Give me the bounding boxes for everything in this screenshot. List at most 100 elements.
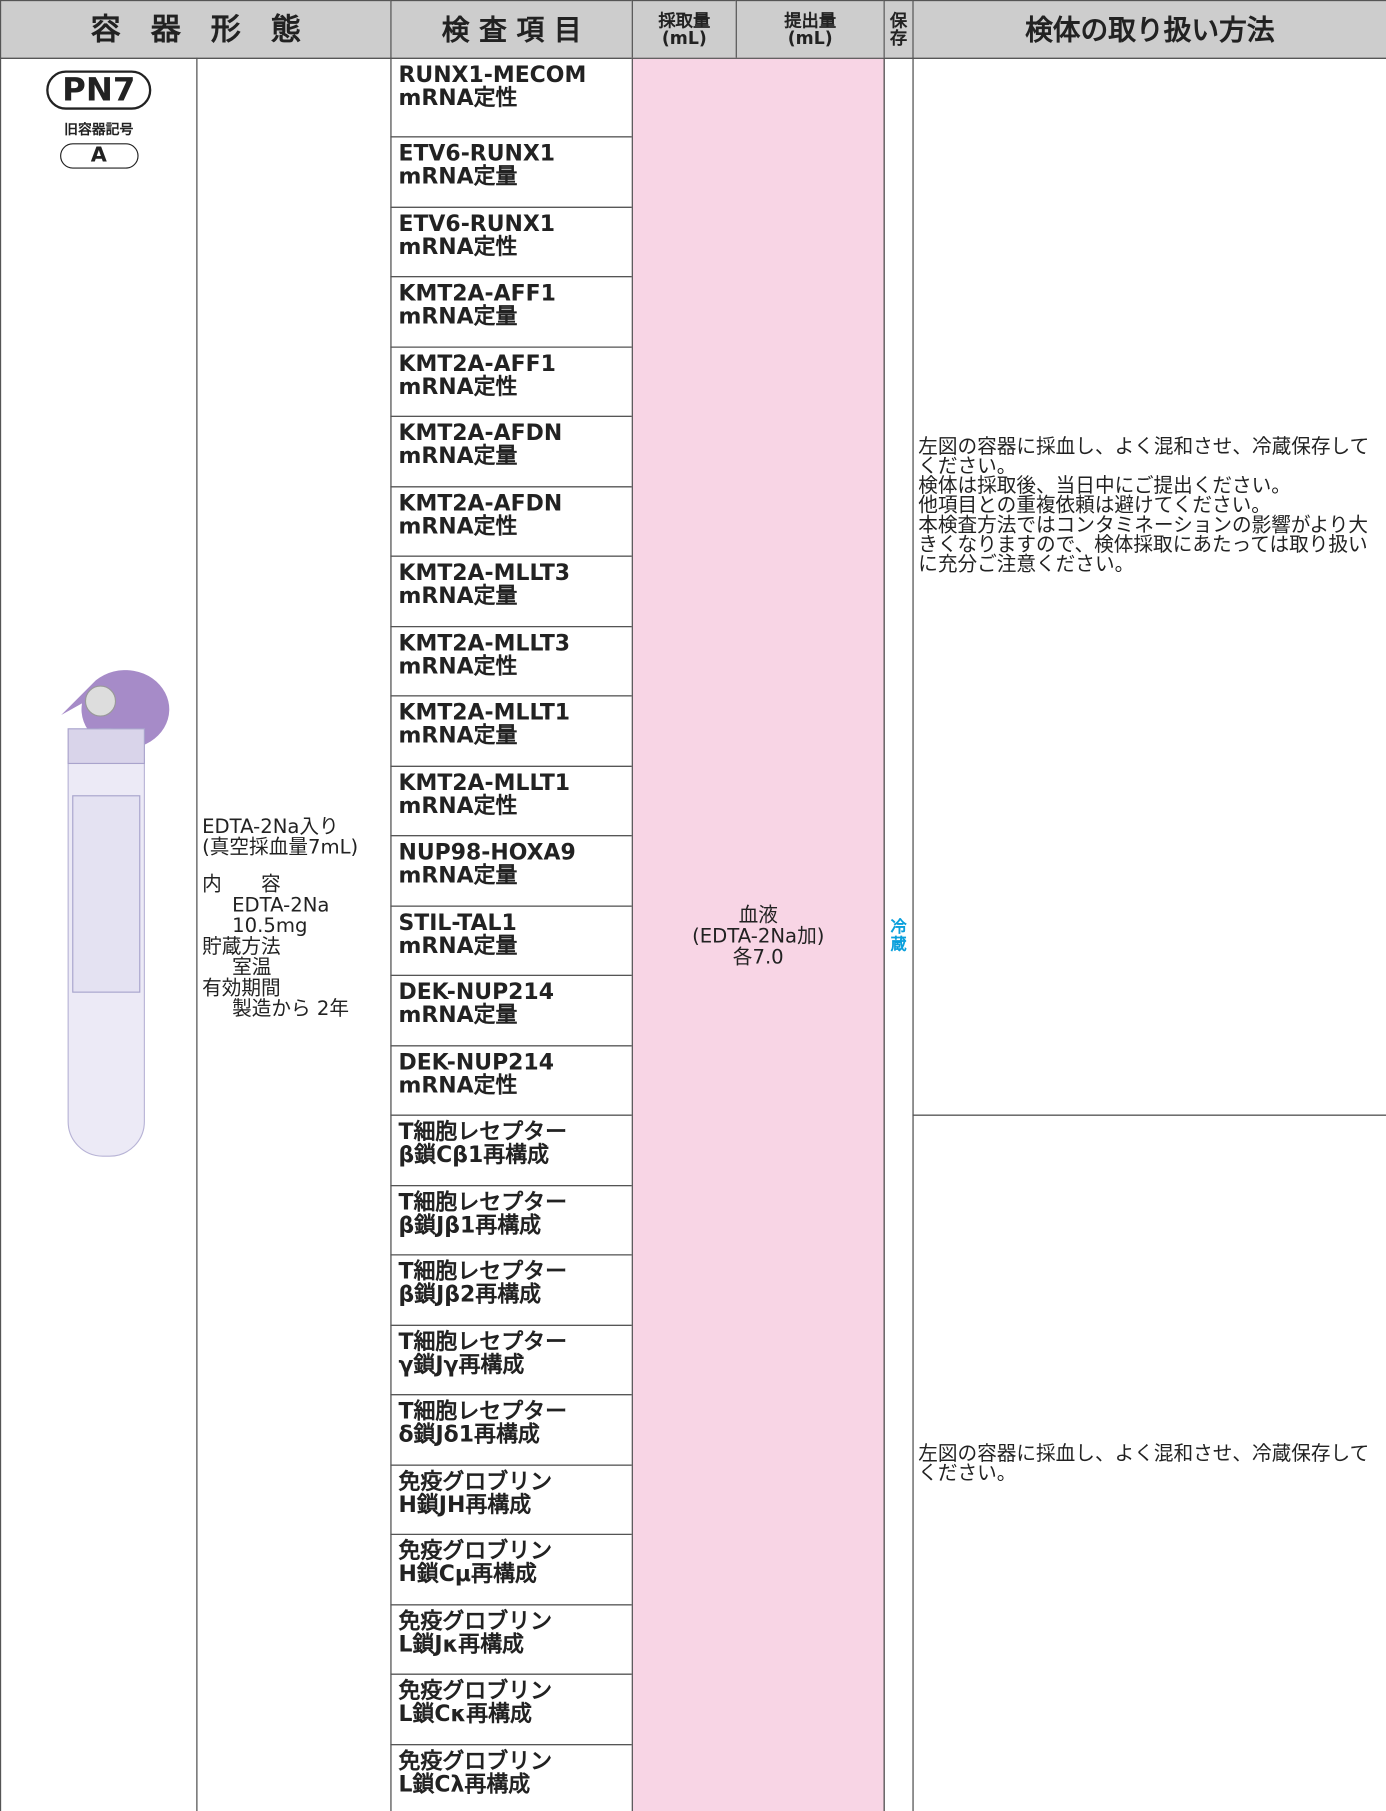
test-cell: KMT2A-AFDN mRNA定量: [390, 415, 633, 487]
test-name: H鎖JH再構成: [398, 1491, 532, 1518]
spec-value: EDTA-2Na: [232, 893, 330, 918]
test-name: KMT2A-AFDN: [398, 420, 563, 446]
test-name: mRNA定性: [398, 513, 518, 539]
container-cell: PN7 旧容器記号 A: [0, 57, 198, 1811]
specimen-text: (EDTA-2Na加): [692, 924, 825, 948]
tube-image: [61, 670, 170, 1157]
test-name: T細胞レセプター: [398, 1189, 568, 1215]
handling-text: 検体は採取後、当日中にご提出ください。: [918, 474, 1291, 498]
header-text: 提出量: [784, 9, 837, 31]
test-name: T細胞レセプター: [398, 1398, 568, 1425]
test-name: mRNA定量: [398, 862, 518, 889]
spec-label: 貯蔵方法: [202, 935, 281, 959]
header-text: 存: [889, 27, 908, 48]
test-name: mRNA定性: [398, 792, 518, 819]
header-text: 検 査 項 目: [441, 13, 582, 46]
test-name: STIL-TAL1: [398, 909, 517, 935]
test-name: mRNA定性: [398, 85, 518, 111]
test-cell: KMT2A-AFDN mRNA定性: [390, 485, 633, 557]
test-name: γ鎖Jγ再構成: [398, 1351, 525, 1378]
handling-text: 他項目との重複依頼は避けてください。: [918, 493, 1271, 517]
handling-text: 左図の容器に採血し、よく混和させ、冷蔵保存してください。: [918, 434, 1370, 478]
test-name: β鎖Jβ2再構成: [398, 1282, 542, 1308]
test-cell: DEK-NUP214 mRNA定性: [390, 1044, 633, 1116]
test-name: KMT2A-MLLT1: [398, 699, 571, 726]
test-cell: RUNX1-MECOM mRNA定性: [390, 57, 633, 138]
header-cell: 検体の取り扱い方法: [912, 0, 1386, 59]
test-name: L鎖Cκ再構成: [398, 1701, 532, 1727]
header-cell: 提出量 (mL): [735, 0, 885, 59]
test-name: 免疫グロブリン: [398, 1678, 553, 1704]
test-name: δ鎖Jδ1再構成: [398, 1421, 540, 1448]
test-cell: 免疫グロブリン L鎖Jκ再構成: [390, 1603, 633, 1675]
test-name: mRNA定量: [398, 723, 518, 749]
test-name: DEK-NUP214: [398, 1049, 554, 1075]
spec-value: 室温: [232, 956, 272, 980]
test-cell: KMT2A-AFF1 mRNA定量: [390, 276, 633, 348]
test-name: NUP98-HOXA9: [398, 839, 576, 866]
test-name: mRNA定量: [398, 932, 518, 959]
header-cell: 容 器 形 態: [0, 0, 392, 59]
header-cell: 保存: [883, 0, 914, 59]
test-cell: T細胞レセプター β鎖Jβ1再構成: [390, 1184, 633, 1256]
container-desc-cell: EDTA-2Na入り (真空採血量7mL) 内 容 EDTA-2Na 10.5mg 貯蔵方…: [196, 57, 392, 1811]
test-name: 免疫グロブリン: [398, 1538, 553, 1564]
test-name: 免疫グロブリン: [398, 1468, 553, 1494]
test-name: mRNA定量: [398, 583, 518, 609]
header-text: (mL): [787, 27, 833, 48]
test-name: KMT2A-MLLT1: [398, 769, 571, 796]
test-name: β鎖Cβ1再構成: [398, 1142, 550, 1168]
test-cell: T細胞レセプター γ鎖Jγ再構成: [390, 1324, 633, 1396]
test-cell: KMT2A-AFF1 mRNA定性: [390, 345, 633, 417]
header-text: 検体の取り扱い方法: [1025, 13, 1275, 46]
test-cell: KMT2A-MLLT3 mRNA定量: [390, 555, 633, 627]
test-name: mRNA定量: [398, 1002, 518, 1028]
test-cell: NUP98-HOXA9 mRNA定量: [390, 835, 633, 907]
test-name: KMT2A-AFF1: [398, 350, 556, 376]
test-cell: ETV6-RUNX1 mRNA定量: [390, 136, 633, 208]
test-cell: 免疫グロブリン L鎖Cκ再構成: [390, 1673, 633, 1745]
header-text: 容 器 形 態: [90, 12, 301, 47]
test-name: KMT2A-MLLT3: [398, 560, 571, 586]
storage-cell: 冷蔵: [883, 57, 914, 1811]
test-name: DEK-NUP214: [398, 979, 554, 1005]
test-cell: 免疫グロブリン H鎖JH再構成: [390, 1463, 633, 1535]
old-code-label: 旧容器記号: [64, 121, 134, 138]
test-name: 免疫グロブリン: [398, 1608, 553, 1634]
spec-value: 10.5mg: [232, 914, 308, 938]
storage-text: 蔵: [890, 934, 907, 954]
test-name: T細胞レセプター: [398, 1119, 568, 1145]
test-cell: KMT2A-MLLT1 mRNA定量: [390, 695, 633, 767]
test-cell: STIL-TAL1 mRNA定量: [390, 904, 633, 976]
test-name: mRNA定性: [398, 1072, 518, 1098]
specimen-text: 血液: [738, 903, 778, 927]
test-cell: T細胞レセプター β鎖Jβ2再構成: [390, 1254, 633, 1326]
header-text: 保: [889, 9, 908, 31]
test-cell: DEK-NUP214 mRNA定量: [390, 974, 633, 1046]
test-name: 免疫グロブリン: [398, 1748, 553, 1774]
test-cell: ETV6-RUNX1 mRNA定性: [390, 206, 633, 278]
test-name: RUNX1-MECOM: [398, 62, 587, 88]
test-name: mRNA定量: [398, 443, 518, 469]
spec-value: 製造から 2年: [232, 997, 350, 1022]
cap-hole: [84, 685, 117, 717]
desc-text: EDTA-2Na入り: [202, 815, 339, 839]
test-name: T細胞レセプター: [398, 1328, 568, 1355]
test-name: KMT2A-AFF1: [398, 280, 556, 307]
spec-label: 有効期間: [202, 977, 281, 1001]
test-cell: T細胞レセプター δ鎖Jδ1再構成: [390, 1394, 633, 1466]
test-name: KMT2A-MLLT3: [398, 630, 571, 656]
old-code: A: [59, 143, 139, 169]
handling-text: 本検査方法ではコンタミネーションの影響がより大きくなりますので、検体採取にあたっ…: [918, 513, 1369, 576]
test-name: mRNA定性: [398, 233, 518, 260]
handling-cell: 左図の容器に採血し、よく混和させ、冷蔵保存してください。 検体は採取後、当日中にご…: [912, 57, 1386, 1116]
test-name: β鎖Jβ1再構成: [398, 1212, 542, 1238]
specimen-cell: 血液 (EDTA-2Na加) 各7.0: [631, 57, 885, 1811]
header-text: (mL): [661, 27, 707, 48]
storage-text: 冷: [890, 917, 907, 937]
test-name: H鎖Cμ再構成: [398, 1561, 537, 1587]
tube-top: [67, 728, 145, 765]
test-name: ETV6-RUNX1: [398, 140, 556, 167]
